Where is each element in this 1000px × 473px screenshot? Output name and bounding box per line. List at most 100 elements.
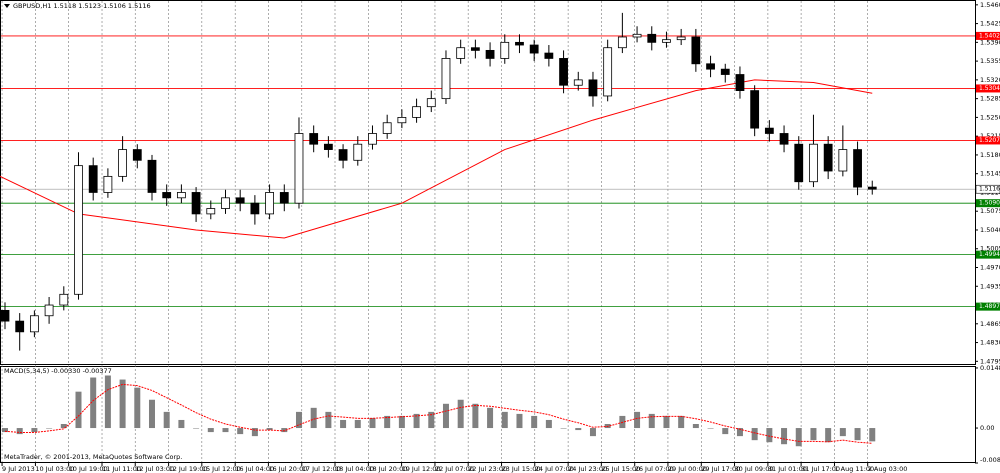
x-tick-label: 15 Jul 12:00 <box>202 465 241 473</box>
candle-body <box>529 44 539 54</box>
macd-bar <box>839 428 846 437</box>
macd-bar <box>134 387 141 429</box>
candle-body <box>44 304 54 317</box>
macd-bar <box>457 399 464 429</box>
macd-bar <box>810 428 817 441</box>
y-tick-label: 1.5075 <box>980 207 1000 215</box>
macd-bar <box>178 419 185 429</box>
macd-bar <box>148 399 155 429</box>
candle-body <box>823 143 833 172</box>
macd-bar <box>413 413 420 429</box>
macd-bar <box>31 428 38 433</box>
level-label-box <box>976 250 1000 259</box>
y-tick-label: 1.5425 <box>980 20 1000 28</box>
x-tick-label: 16 Jul 20:00 <box>268 465 307 473</box>
candle-body <box>750 90 760 129</box>
candle-body <box>59 293 69 306</box>
candle-body <box>412 106 421 118</box>
y-tick-label: 1.5285 <box>980 95 1000 103</box>
macd-bar <box>589 428 596 437</box>
macd-bar <box>736 428 743 437</box>
x-tick-label: 2 Aug 03:00 <box>868 465 908 473</box>
macd-y-tick-label: 0.01487 <box>980 364 1000 372</box>
candle-body <box>779 133 789 145</box>
x-tick-label: 19 Jul 12:00 <box>402 465 441 473</box>
macd-bar <box>266 428 273 431</box>
macd-bar <box>325 411 332 429</box>
macd-bar <box>766 428 773 443</box>
y-tick-label: 1.5320 <box>980 76 1000 84</box>
x-tick-label: 11 Jul 11:00 <box>102 465 141 473</box>
candle-body <box>441 58 451 100</box>
x-tick-label: 24 Jul 07:00 <box>535 465 574 473</box>
y-tick-label: 1.5145 <box>980 170 1000 178</box>
macd-bar <box>692 424 699 429</box>
current-price-label: 1.5116 <box>979 186 1000 193</box>
macd-bar <box>722 428 729 435</box>
macd-bar <box>472 403 479 429</box>
macd-bar <box>707 428 714 429</box>
candle-body <box>706 63 715 70</box>
candle-body <box>191 192 201 215</box>
candle-body <box>338 149 348 161</box>
macd-bar <box>104 375 111 429</box>
macd-bar <box>825 428 832 443</box>
macd-y-tick-label: -0.00865 <box>980 456 1000 464</box>
macd-bar <box>428 411 435 429</box>
y-tick-label: 1.5460 <box>980 1 1000 9</box>
macd-bar <box>795 428 802 447</box>
macd-bar <box>310 407 317 429</box>
candle-body <box>176 192 186 199</box>
y-tick-label: 1.4795 <box>980 357 1000 365</box>
candle-body <box>735 74 745 91</box>
macd-bar <box>16 428 23 435</box>
level-label: 1.5207 <box>979 137 1000 144</box>
level-label: 1.5090 <box>979 200 1000 207</box>
macd-bar <box>1 428 8 433</box>
candle-body <box>147 159 157 193</box>
candle-body <box>0 309 10 322</box>
x-tick-label: 12 Jul 03:00 <box>135 465 174 473</box>
x-tick-label: 30 Jul 09:00 <box>735 465 774 473</box>
macd-bar <box>648 413 655 429</box>
price-panel <box>0 0 976 365</box>
x-tick-label: 10 Jul 03:00 <box>35 465 74 473</box>
macd-bar <box>531 415 538 429</box>
x-tick-label: 24 Jul 23:00 <box>568 465 607 473</box>
x-tick-label: 18 Jul 20:00 <box>368 465 407 473</box>
level-label: 1.5402 <box>979 32 1000 39</box>
candle-body <box>691 36 701 65</box>
candle-body <box>294 133 304 204</box>
candle-body <box>809 143 818 183</box>
level-label-box <box>976 84 1000 93</box>
y-tick-label: 1.5355 <box>980 57 1000 65</box>
candle-body <box>221 197 230 209</box>
x-tick-label: 22 Jul 07:00 <box>435 465 474 473</box>
y-tick-label: 1.4935 <box>980 282 1000 290</box>
candle-body <box>838 149 848 172</box>
x-tick-label: 17 Jul 12:00 <box>302 465 341 473</box>
candle-body <box>162 192 172 199</box>
macd-bar <box>545 419 552 429</box>
macd-bar <box>75 391 82 429</box>
candle-body <box>206 208 216 215</box>
macd-bar <box>222 428 229 433</box>
candle-body <box>235 197 245 204</box>
x-tick-label: 1 Aug 11:00 <box>834 465 874 473</box>
candle-body <box>764 127 774 134</box>
macd-bar <box>398 415 405 429</box>
candle-body <box>103 175 113 193</box>
macd-signal <box>4 383 873 444</box>
chart-title: GBPUSD,H1 1.5118 1.5123 1.5106 1.5116 <box>13 2 151 10</box>
macd-bar <box>46 428 53 429</box>
y-tick-label: 1.4865 <box>980 320 1000 328</box>
candle-body <box>500 41 510 59</box>
macd-bar <box>354 419 361 429</box>
y-tick-label: 1.5215 <box>980 132 1000 140</box>
macd-bar <box>163 411 170 429</box>
x-tick-label: 10 Jul 19:00 <box>69 465 108 473</box>
macd-bar <box>340 419 347 429</box>
x-tick-label: 31 Jul 01:00 <box>768 465 807 473</box>
macd-bar <box>516 413 523 429</box>
macd-bar <box>281 428 288 433</box>
